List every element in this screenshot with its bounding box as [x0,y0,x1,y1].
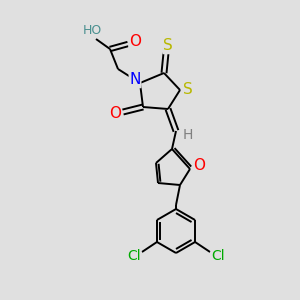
Text: O: O [193,158,205,173]
Text: S: S [163,38,173,53]
Text: S: S [183,82,193,98]
Text: Cl: Cl [127,249,141,263]
Text: H: H [183,128,193,142]
Text: Cl: Cl [211,249,225,263]
Text: O: O [129,34,141,50]
Text: N: N [129,73,141,88]
Text: O: O [109,106,121,122]
Text: HO: HO [82,25,102,38]
